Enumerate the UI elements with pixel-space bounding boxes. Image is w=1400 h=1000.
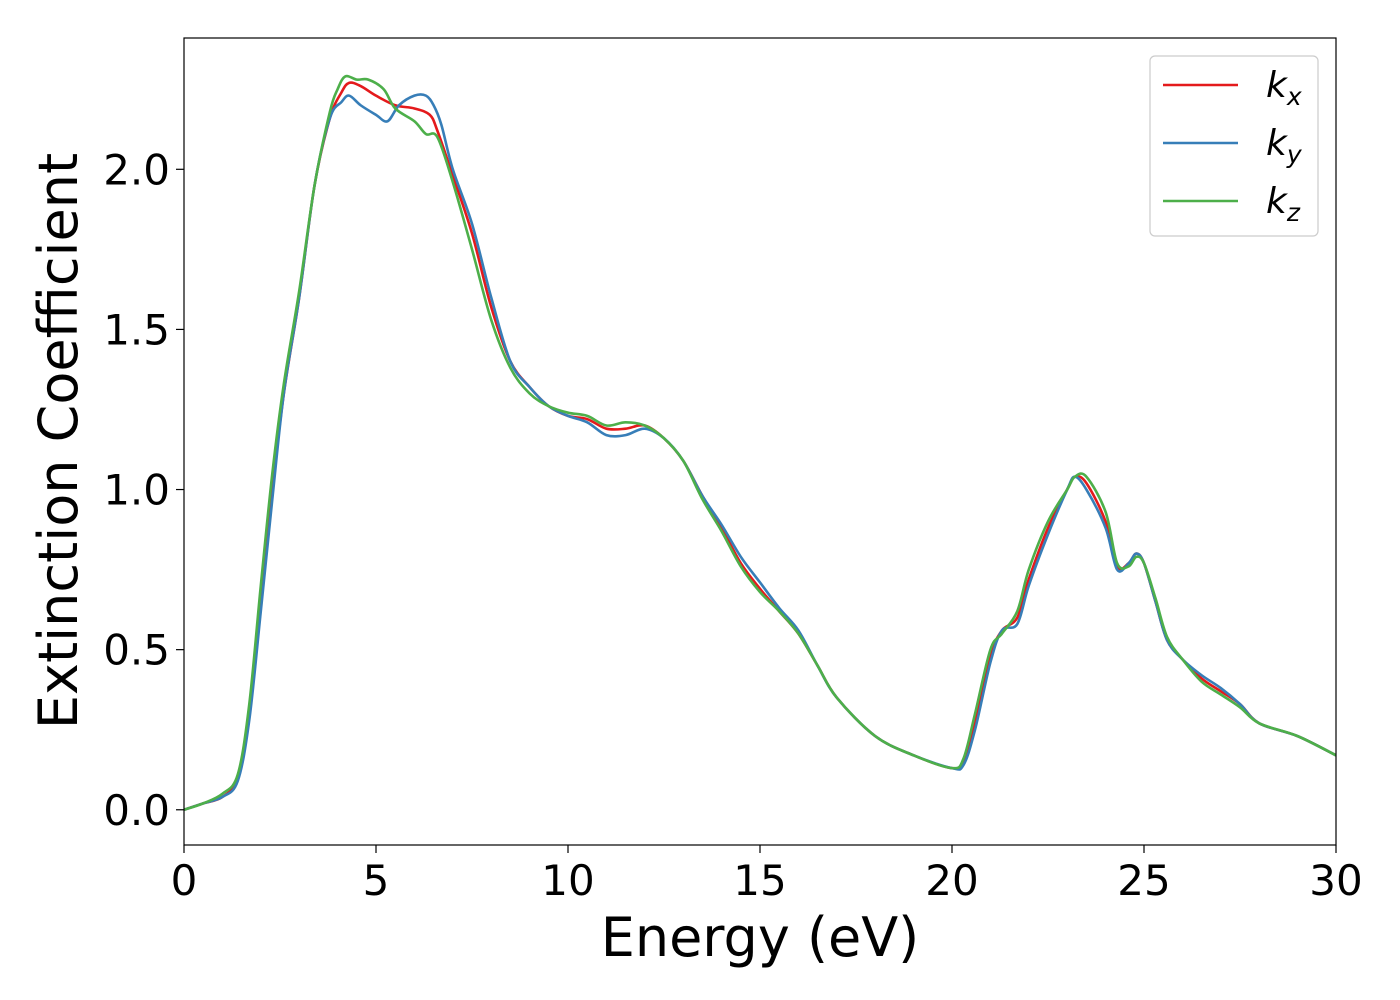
- x-tick-label: 30: [1309, 856, 1362, 905]
- series-line-kz: [183, 74, 1337, 812]
- x-axis-label: Energy (eV): [601, 906, 920, 969]
- x-tick-label: 10: [541, 856, 594, 905]
- x-tick-label: 20: [925, 856, 978, 905]
- legend-subscript: x: [1286, 82, 1302, 111]
- legend-label-kx: kx: [1266, 65, 1302, 111]
- y-axis-ticks: 0.0 0.5 1.0 1.5 2.0: [103, 145, 184, 835]
- y-tick-label: 2.0: [103, 145, 170, 194]
- x-tick-label: 25: [1117, 856, 1170, 905]
- x-axis-ticks: 0 5 10 15 20 25 30: [171, 845, 1363, 905]
- legend-subscript: z: [1286, 198, 1301, 227]
- legend-label-ky: ky: [1266, 123, 1303, 169]
- x-tick-label: 5: [363, 856, 390, 905]
- legend-box: [1149, 55, 1319, 237]
- x-tick-label: 15: [733, 856, 786, 905]
- y-tick-label: 0.5: [103, 626, 170, 675]
- series-lines: [183, 74, 1337, 812]
- legend-subscript: y: [1286, 140, 1303, 169]
- y-tick-label: 1.5: [103, 305, 170, 354]
- y-axis-label: Extinction Coefficient: [27, 153, 90, 729]
- y-tick-label: 0.0: [103, 786, 170, 835]
- x-tick-label: 0: [171, 856, 198, 905]
- y-tick-label: 1.0: [103, 466, 170, 515]
